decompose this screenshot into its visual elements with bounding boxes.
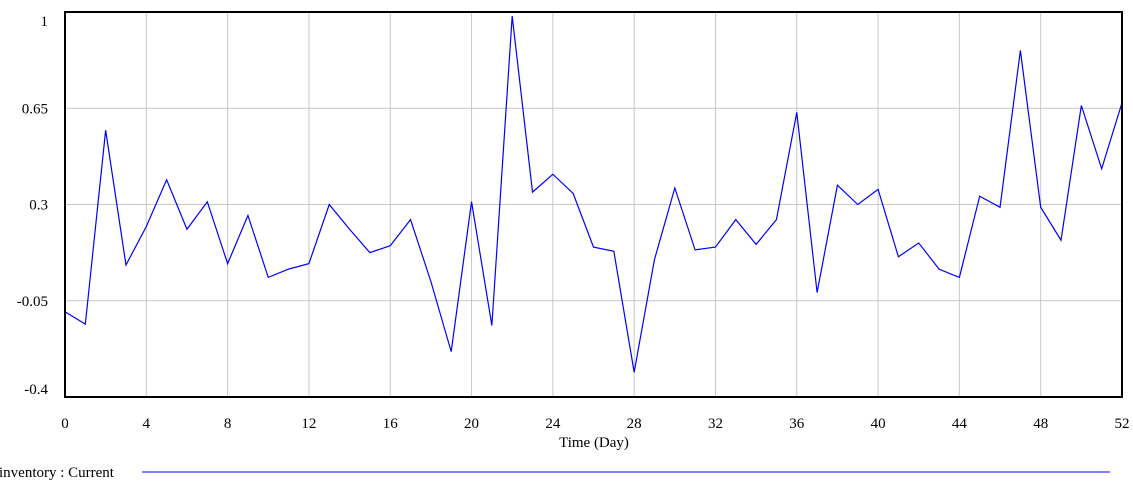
- x-tick-label: 48: [1033, 416, 1048, 432]
- x-tick-label: 24: [545, 416, 561, 432]
- y-tick-label: 1: [41, 14, 49, 30]
- y-tick-label: -0.05: [17, 294, 48, 310]
- x-tick-label: 8: [224, 416, 232, 432]
- x-tick-label: 0: [61, 416, 69, 432]
- x-tick-label: 20: [464, 416, 479, 432]
- x-tick-label: 28: [627, 416, 642, 432]
- y-tick-label: -0.4: [24, 382, 48, 398]
- x-tick-label: 16: [383, 416, 399, 432]
- x-tick-label: 40: [871, 416, 886, 432]
- legend-label-inventory-current: inventory : Current: [0, 465, 115, 481]
- series-line-inventory-current: [64, 16, 1123, 373]
- x-tick-label: 52: [1115, 416, 1130, 432]
- series-layer: [64, 16, 1123, 373]
- y-tick-label: 0.65: [22, 101, 48, 117]
- y-tick-label: 0.3: [29, 198, 48, 214]
- x-axis-title: Time (Day): [559, 435, 629, 451]
- grid: [65, 12, 1122, 397]
- x-tick-label: 36: [789, 416, 805, 432]
- x-tick-label: 44: [952, 416, 968, 432]
- x-tick-label: 32: [708, 416, 723, 432]
- x-tick-label: 4: [143, 416, 151, 432]
- x-tick-label: 12: [301, 416, 316, 432]
- tick-labels: 0 4 8 12 16 20 24 28 32 36 40 44 48 52-0.4-0.050.30.6…: [17, 14, 1130, 432]
- legend: inventory : Current: [0, 465, 1110, 481]
- plot-frame: [64, 11, 1123, 398]
